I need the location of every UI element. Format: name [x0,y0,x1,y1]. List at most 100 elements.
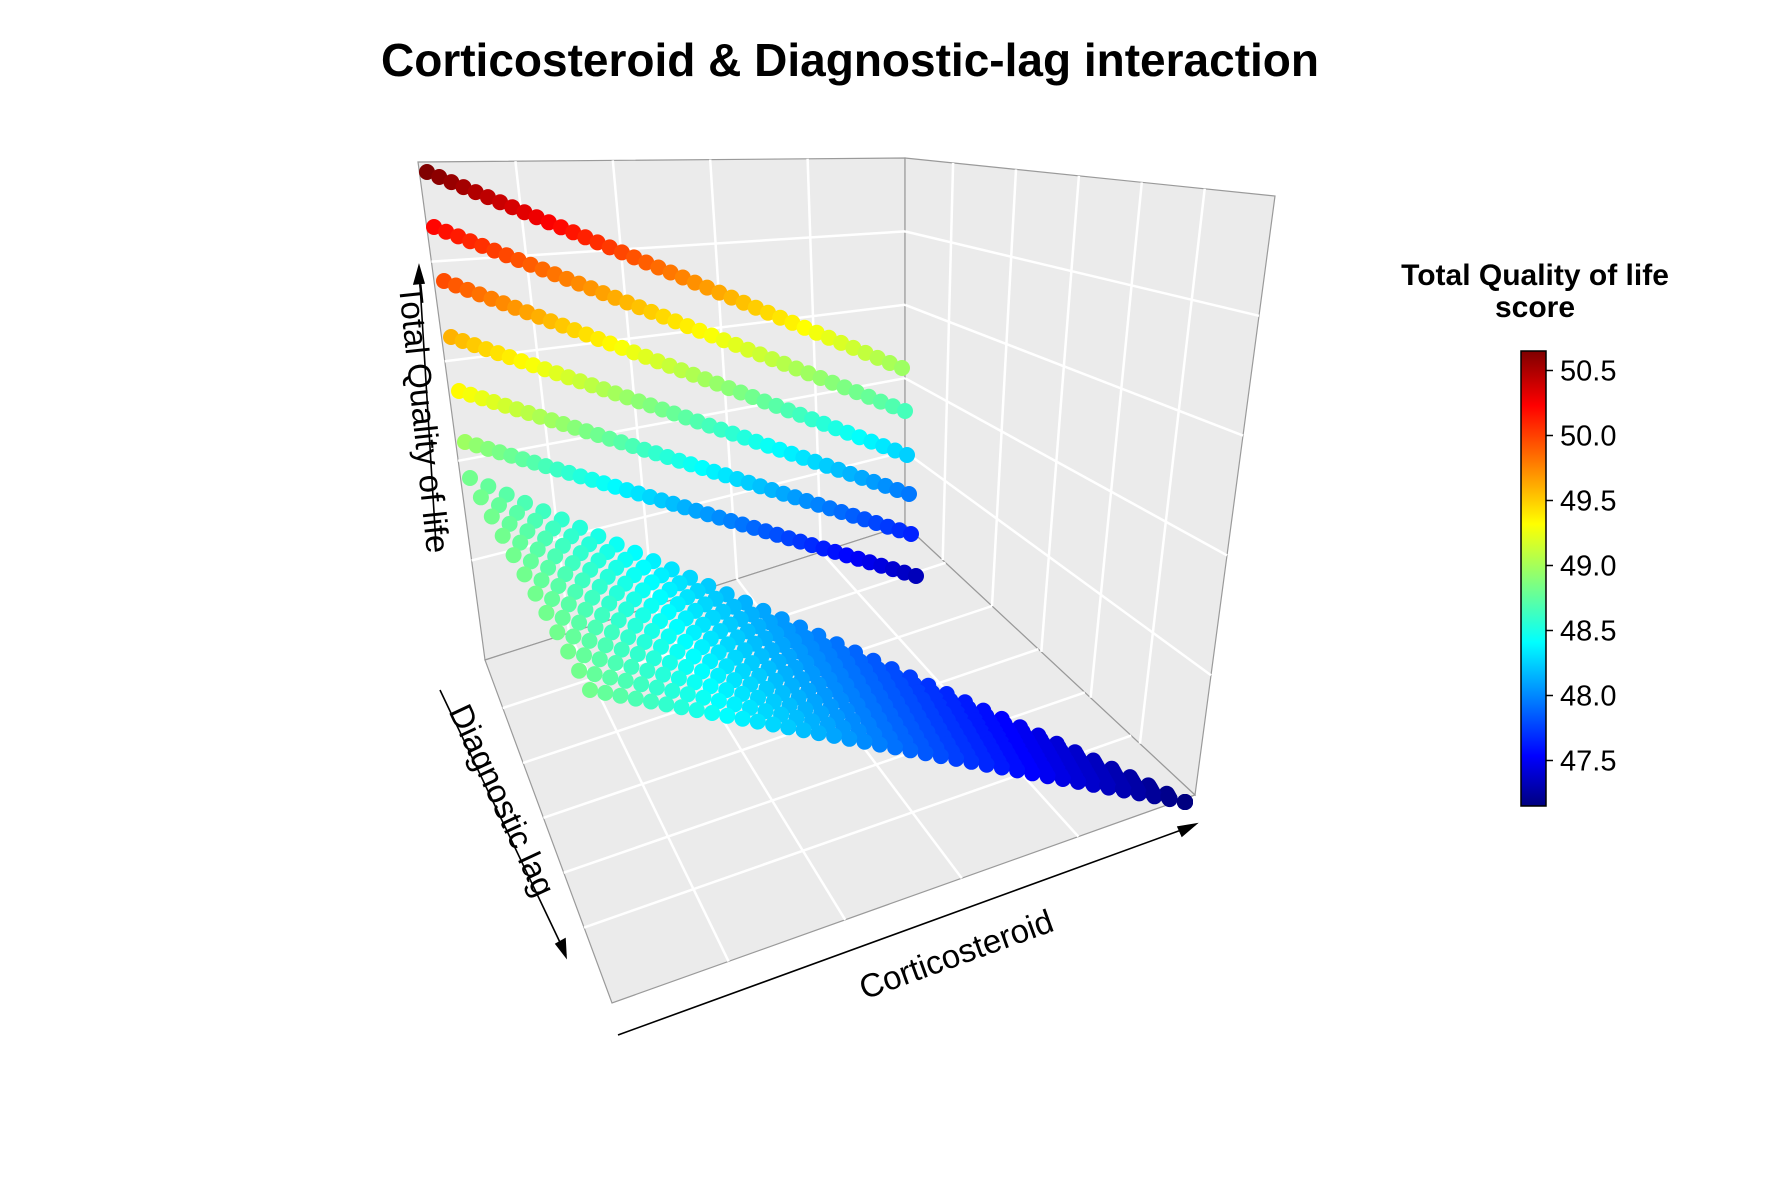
data-point [529,541,546,558]
data-point [833,334,850,351]
data-point [516,204,533,221]
data-point [510,252,527,268]
data-point [653,638,669,655]
data-point [661,654,678,671]
data-point [550,578,567,594]
data-point [810,725,827,742]
data-point [978,756,995,773]
data-point [784,314,801,331]
data-point [1039,768,1056,785]
grid-line [1040,175,1081,652]
data-point [760,304,776,321]
data-point [1161,791,1178,808]
data-point [917,745,934,762]
data-point [836,379,853,396]
data-point [795,722,812,739]
data-point [613,641,630,658]
data-point [479,189,496,206]
y-axis-arrowhead [554,937,567,960]
data-point [492,194,509,211]
data-point [963,753,980,770]
data-point [820,329,837,346]
data-point [776,355,793,372]
data-point [735,294,752,311]
data-point [567,583,584,600]
grid-line [444,303,906,363]
data-point [691,322,708,339]
data-point [498,247,515,264]
data-point [571,614,588,631]
data-point [932,748,949,765]
data-point [643,693,659,710]
data-point [607,289,624,306]
data-point [740,341,756,358]
data-point [483,508,500,525]
data-point [1116,782,1132,799]
data-point [549,624,566,641]
data-point [426,219,442,235]
data-point [501,515,518,532]
data-point [565,628,582,645]
data-point [547,548,564,565]
data-point [574,572,591,589]
data-point [670,670,687,687]
color-legend: Total Quality of life score 50.5 50.0 49.5… [1401,259,1669,807]
data-point [619,294,636,311]
data-point [486,242,503,259]
data-point [667,313,684,330]
data-point [419,164,435,180]
data-point [695,689,712,706]
data-point [601,239,618,256]
data-point [633,676,650,693]
data-point [894,360,910,376]
data-point [643,303,660,320]
grid-line [941,162,955,561]
data-point [589,234,606,251]
data-point [856,733,873,750]
data-point [553,219,569,236]
grid-line [904,303,1244,437]
data-point [522,553,539,570]
data-point [841,730,858,747]
data-point [627,690,644,707]
grid-line [806,158,823,553]
data-point [610,612,627,629]
data-point [603,624,620,641]
x-axis-arrowhead [1176,822,1199,838]
data-point [519,523,536,540]
data-point [1131,785,1148,802]
data-point [570,275,587,292]
data-point [591,651,608,668]
data-point [576,647,592,664]
data-point [516,566,533,583]
data-point [800,365,817,382]
data-point [747,299,764,316]
data-point [595,285,612,302]
data-point [546,266,563,283]
data-point [431,169,448,185]
data-point [679,686,696,703]
data-point [462,470,478,486]
data-point [812,370,829,386]
colorbar-tick-label: 49.5 [1560,486,1616,518]
data-point [871,736,888,753]
data-point [607,655,624,671]
data-point [583,280,599,297]
data-point [901,486,917,502]
data-point [455,179,472,196]
data-point [711,284,728,301]
data-point [528,209,545,226]
data-point [1009,762,1026,779]
grid-line [904,230,1260,318]
data-point [620,629,637,646]
data-point [723,289,740,306]
data-point [702,678,719,695]
data-point [627,617,644,634]
data-point [645,650,662,667]
data-point [993,759,1010,776]
data-point [848,384,865,401]
data-point [884,398,901,415]
data-point [560,596,577,613]
data-point [703,327,720,344]
